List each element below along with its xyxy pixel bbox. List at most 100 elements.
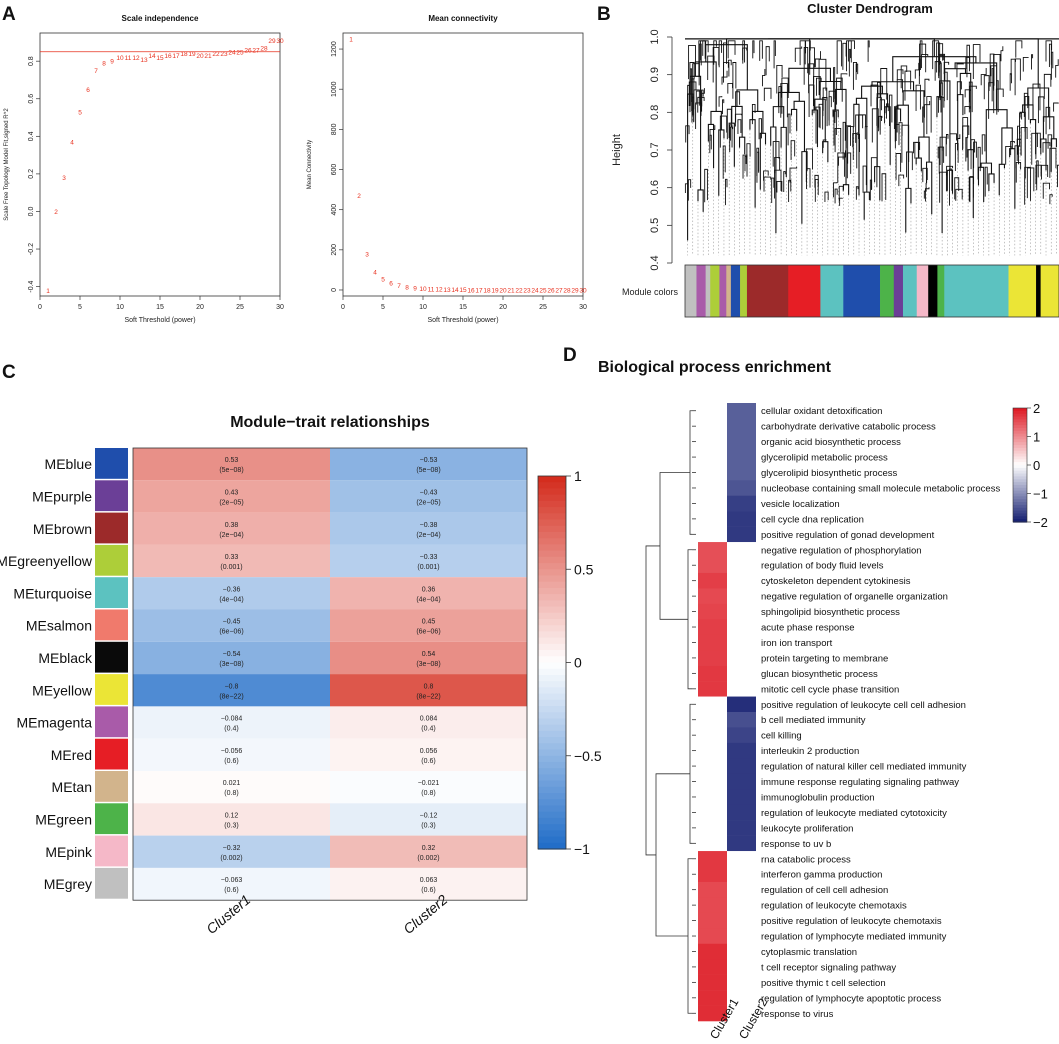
colorbar-segment [538, 519, 566, 527]
heatmap-cell [727, 727, 756, 744]
heatmap-cell [133, 480, 330, 513]
heatmap-cell [727, 619, 756, 636]
branch [1010, 58, 1016, 75]
branch [1000, 46, 1004, 62]
branch [852, 61, 858, 90]
branch [980, 162, 993, 174]
term-label: regulation of leukocyte mediated cytotox… [761, 808, 947, 819]
heatmap-cell [330, 738, 527, 771]
branch [914, 62, 920, 79]
y-tick-label: 0.9 [649, 67, 661, 82]
module-swatch [95, 674, 128, 705]
x-tick-label: 25 [236, 304, 244, 311]
colorbar-segment [538, 556, 566, 564]
colorbar-segment [1013, 513, 1027, 517]
heatmap-cell [727, 403, 756, 419]
heatmap-cell [727, 974, 756, 991]
colorbar-segment [1013, 490, 1027, 495]
term-label: regulation of body fluid levels [761, 561, 884, 572]
colorbar-tick-label: 0 [1033, 458, 1040, 473]
branch [729, 126, 734, 141]
colorbar-segment [538, 507, 566, 514]
module-swatch [95, 512, 128, 544]
branch [723, 61, 730, 83]
row-label: MEturquoise [13, 585, 92, 601]
branch [896, 79, 903, 107]
branch [893, 106, 896, 129]
x-tick-label: 5 [381, 304, 385, 311]
heatmap-cell [698, 712, 727, 728]
heatmap-cell [727, 650, 756, 666]
heatmap-cell [727, 943, 756, 960]
heatmap-cell [330, 544, 527, 578]
colorbar-tick-label: −1 [574, 841, 590, 857]
module-color-block [1040, 265, 1059, 317]
branch [1042, 182, 1050, 199]
colorbar-segment [1013, 413, 1027, 418]
branch [959, 72, 972, 150]
branch [922, 106, 925, 123]
point-label-17: 17 [172, 53, 180, 60]
point-label-8: 8 [102, 61, 106, 68]
colorbar-segment [1013, 436, 1027, 440]
branch [889, 94, 893, 126]
term-label: nucleobase containing small molecule met… [761, 483, 1000, 494]
heatmap-cell [698, 789, 727, 805]
point-label-3: 3 [365, 251, 369, 258]
x-tick-label: 10 [419, 304, 427, 311]
colorbar-segment [1013, 416, 1027, 420]
module-color-block [788, 265, 821, 317]
branch [697, 96, 705, 113]
term-label: acute phase response [761, 623, 854, 634]
branch [719, 115, 728, 148]
heatmap-cell [727, 742, 756, 759]
branch [839, 197, 843, 206]
module-swatch [95, 867, 128, 899]
heatmap-cell [698, 464, 727, 481]
point-label-27: 27 [555, 287, 563, 294]
heatmap-cell [698, 634, 727, 651]
colorbar-segment [538, 749, 566, 757]
branch [944, 68, 967, 81]
branch [970, 139, 976, 170]
heatmap-cell [727, 820, 756, 836]
heatmap-cell [698, 990, 727, 1006]
branch [939, 136, 947, 166]
module-swatch [95, 803, 128, 835]
branch [1045, 106, 1051, 135]
heatmap-cell [698, 928, 727, 945]
branch [735, 91, 741, 123]
point-label-29: 29 [268, 38, 276, 45]
branch [756, 151, 760, 183]
colorbar-segment [538, 724, 566, 732]
branch [1016, 138, 1022, 162]
branch [695, 102, 702, 129]
cell-pvalue: (0.4) [224, 726, 238, 733]
branch [981, 134, 986, 155]
branch [818, 58, 827, 96]
panel-letter-c: C [2, 362, 16, 383]
module-color-block [1008, 265, 1037, 317]
branch [904, 70, 912, 101]
plot-frame [342, 32, 584, 297]
module-color-block [740, 265, 748, 317]
heatmap-cell [698, 1005, 727, 1022]
heatmap-cell [727, 480, 756, 496]
branch [949, 168, 953, 206]
point-label-10: 10 [419, 286, 427, 293]
y-tick-label: 0 [331, 288, 338, 292]
term-label: regulation of lymphocyte apoptotic proce… [761, 993, 941, 1004]
term-label: leukocyte proliferation [761, 823, 853, 834]
chart-title: Cluster Dendrogram [807, 1, 933, 16]
colorbar-segment [538, 706, 566, 713]
point-label-11: 11 [125, 55, 132, 62]
heatmap-cell [133, 641, 330, 675]
branch [684, 183, 688, 194]
branch [752, 40, 755, 59]
heatmap-cell [727, 572, 756, 589]
heatmap-cell [698, 742, 727, 759]
branch [943, 61, 950, 75]
colorbar-segment [538, 699, 566, 707]
term-label: sphingolipid biosynthetic process [761, 607, 900, 618]
branch [763, 87, 772, 102]
